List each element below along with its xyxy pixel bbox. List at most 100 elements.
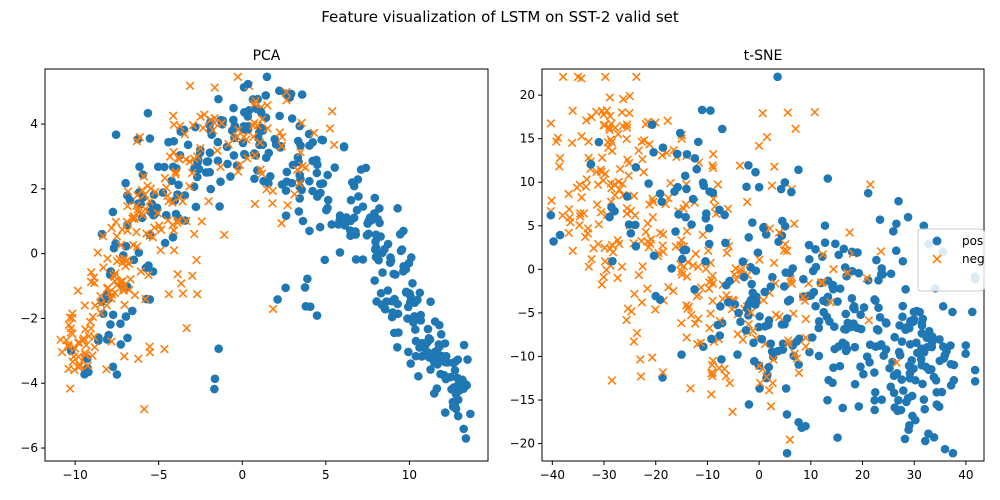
pca-pos-point bbox=[282, 167, 292, 177]
tsne-neg-point bbox=[617, 262, 627, 272]
tsne-pos-point bbox=[823, 395, 832, 405]
pca-neg-point bbox=[233, 72, 243, 82]
tsne-x-tick-label: −40 bbox=[540, 468, 565, 482]
pca-pos-point bbox=[345, 226, 355, 235]
pca-pos-point bbox=[349, 213, 359, 223]
tsne-pos-point bbox=[811, 301, 820, 311]
tsne-pos-point bbox=[820, 221, 830, 230]
tsne-neg-point bbox=[629, 191, 639, 201]
tsne-neg-point bbox=[706, 309, 715, 318]
pca-pos-point bbox=[264, 148, 274, 158]
tsne-neg-point bbox=[627, 307, 636, 316]
tsne-pos-point bbox=[847, 266, 857, 276]
pca-neg-point bbox=[277, 141, 287, 151]
pca-pos-point bbox=[430, 358, 439, 367]
pca-pos-point bbox=[315, 222, 325, 232]
pca-neg-point bbox=[81, 340, 91, 350]
pca-neg-point bbox=[176, 279, 186, 288]
tsne-pos-point bbox=[624, 220, 634, 229]
pca-neg-point bbox=[169, 120, 179, 130]
pca-neg-point bbox=[235, 160, 245, 170]
tsne-neg-point bbox=[892, 358, 901, 368]
pca-pos-point bbox=[192, 172, 202, 182]
tsne-pos-point bbox=[749, 338, 758, 348]
tsne-pos-point bbox=[594, 137, 604, 147]
pca-neg-point bbox=[169, 147, 179, 157]
tsne-neg-point bbox=[622, 209, 632, 219]
tsne-pos-point bbox=[885, 363, 894, 373]
tsne-neg-point bbox=[600, 256, 610, 266]
tsne-pos-point bbox=[704, 239, 714, 249]
tsne-neg-point bbox=[558, 72, 568, 82]
tsne-pos-point bbox=[780, 178, 790, 187]
pca-pos-point bbox=[264, 179, 273, 188]
tsne-neg-point bbox=[564, 228, 574, 238]
pca-pos-point bbox=[440, 339, 450, 348]
tsne-neg-point bbox=[605, 125, 614, 135]
tsne-pos-point bbox=[747, 279, 756, 289]
tsne-pos-point bbox=[555, 230, 565, 240]
pca-pos-point bbox=[164, 137, 173, 147]
pca-pos-point bbox=[104, 330, 113, 340]
tsne-x-tick-label: 40 bbox=[958, 468, 973, 482]
pca-pos-point bbox=[352, 205, 362, 215]
tsne-neg-point bbox=[829, 264, 838, 274]
pca-pos-point bbox=[423, 338, 432, 347]
tsne-pos-point bbox=[701, 209, 711, 218]
pca-pos-point bbox=[83, 363, 92, 373]
tsne-neg-point bbox=[784, 339, 794, 349]
pca-neg-point bbox=[73, 286, 83, 296]
tsne-neg-point bbox=[573, 72, 583, 82]
pca-neg-point bbox=[296, 147, 305, 157]
tsne-neg-point bbox=[650, 305, 660, 314]
tsne-neg-point bbox=[663, 116, 673, 126]
tsne-pos-point bbox=[755, 312, 764, 321]
tsne-neg-point bbox=[607, 137, 617, 147]
tsne-neg-point bbox=[632, 72, 641, 82]
pca-neg-point bbox=[192, 255, 201, 265]
tsne-pos-point bbox=[833, 297, 842, 306]
tsne-pos-point bbox=[838, 403, 848, 413]
tsne-x-tick-label: 20 bbox=[855, 468, 870, 482]
tsne-neg-point bbox=[648, 197, 658, 207]
pca-neg-point bbox=[102, 300, 112, 310]
tsne-neg-point bbox=[722, 248, 732, 258]
pca-pos-point bbox=[392, 343, 402, 352]
pca-y-tick-label: −6 bbox=[20, 441, 38, 455]
tsne-neg-point bbox=[721, 371, 731, 381]
tsne-neg-point bbox=[733, 329, 743, 339]
tsne-pos-point bbox=[917, 321, 927, 330]
tsne-neg-point bbox=[789, 309, 798, 319]
tsne-neg-point bbox=[681, 200, 691, 209]
tsne-neg-point bbox=[614, 177, 624, 187]
tsne-neg-point bbox=[635, 355, 645, 364]
tsne-y-tick-label: 15 bbox=[520, 132, 535, 146]
tsne-pos-point bbox=[767, 347, 777, 356]
tsne-pos-point bbox=[903, 393, 913, 403]
tsne-neg-point bbox=[794, 368, 804, 378]
tsne-neg-point bbox=[696, 338, 706, 348]
pca-neg-point bbox=[103, 283, 113, 293]
tsne-neg-point bbox=[658, 368, 668, 377]
pca-pos-point bbox=[414, 371, 423, 381]
pca-pos-point bbox=[312, 168, 322, 178]
pca-neg-point bbox=[262, 184, 271, 194]
pca-neg-point bbox=[78, 336, 88, 345]
pca-pos-point bbox=[354, 192, 363, 201]
tsne-pos-point bbox=[692, 164, 702, 174]
pca-neg-point bbox=[130, 214, 139, 224]
tsne-neg-point bbox=[708, 149, 718, 159]
tsne-pos-point bbox=[741, 326, 751, 335]
tsne-pos-point bbox=[932, 387, 941, 397]
tsne-neg-point bbox=[551, 137, 561, 146]
pca-pos-point bbox=[143, 108, 153, 118]
pca-neg-point bbox=[241, 135, 251, 144]
tsne-pos-point bbox=[721, 238, 730, 248]
tsne-pos-point bbox=[894, 196, 903, 206]
tsne-neg-point bbox=[742, 197, 752, 207]
pca-neg-point bbox=[75, 359, 84, 369]
tsne-pos-point bbox=[903, 212, 913, 222]
tsne-neg-point bbox=[759, 295, 768, 305]
tsne-pos-point bbox=[764, 320, 773, 330]
tsne-neg-point bbox=[755, 378, 765, 388]
